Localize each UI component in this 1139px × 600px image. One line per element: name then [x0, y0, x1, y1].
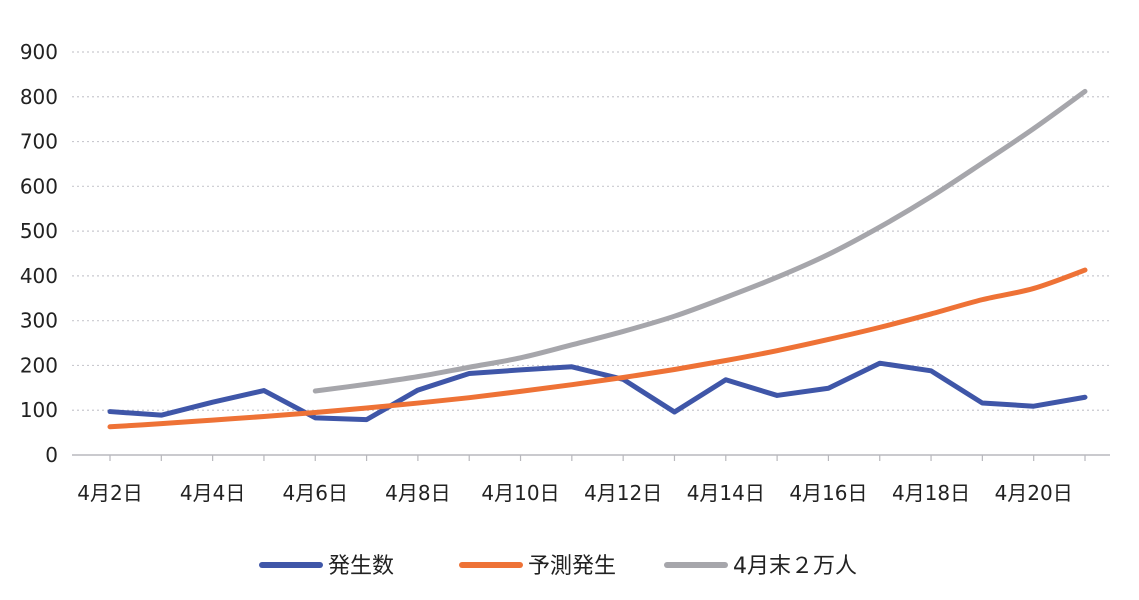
y-tick-label: 0: [45, 443, 58, 467]
series-group: [107, 88, 1088, 430]
x-tick-label: 4月14日: [687, 481, 765, 505]
y-tick-label: 300: [20, 309, 58, 333]
y-tick-label: 200: [20, 353, 58, 377]
gridlines: [72, 51, 1110, 411]
x-tick-label: 4月20日: [995, 481, 1073, 505]
x-tick-label: 4月8日: [385, 481, 450, 505]
x-tick-label: 4月2日: [77, 481, 142, 505]
x-tick-label: 4月10日: [481, 481, 559, 505]
x-tick-label: 4月16日: [789, 481, 867, 505]
x-tick-label: 4月12日: [584, 481, 662, 505]
series-line-3: [312, 88, 1088, 394]
legend-label-1: 発生数: [328, 554, 394, 579]
legend-label-2: 予測発生: [528, 554, 616, 579]
x-tick-label: 4月4日: [180, 481, 245, 505]
legend-label-3: 4月末２万人: [733, 554, 857, 579]
legend: 発生数 予測発生 4月末２万人: [259, 554, 857, 579]
x-tick-label: 4月18日: [892, 481, 970, 505]
y-tick-label: 800: [20, 85, 58, 109]
y-tick-label: 100: [20, 398, 58, 422]
series-line-2: [107, 267, 1088, 430]
series-line-1: [107, 360, 1088, 423]
y-tick-label: 700: [20, 130, 58, 154]
y-tick-label: 500: [20, 219, 58, 243]
x-axis: 4月2日 4月4日 4月6日 4月8日 4月10日 4月12日 4月14日 4月16日 4月18…: [72, 454, 1110, 505]
y-axis: 0 100 200 300 400 500 600 700 800 900: [20, 40, 58, 467]
y-tick-label: 900: [20, 40, 58, 64]
y-tick-label: 400: [20, 264, 58, 288]
y-tick-label: 600: [20, 174, 58, 198]
x-tick-label: 4月6日: [283, 481, 348, 505]
